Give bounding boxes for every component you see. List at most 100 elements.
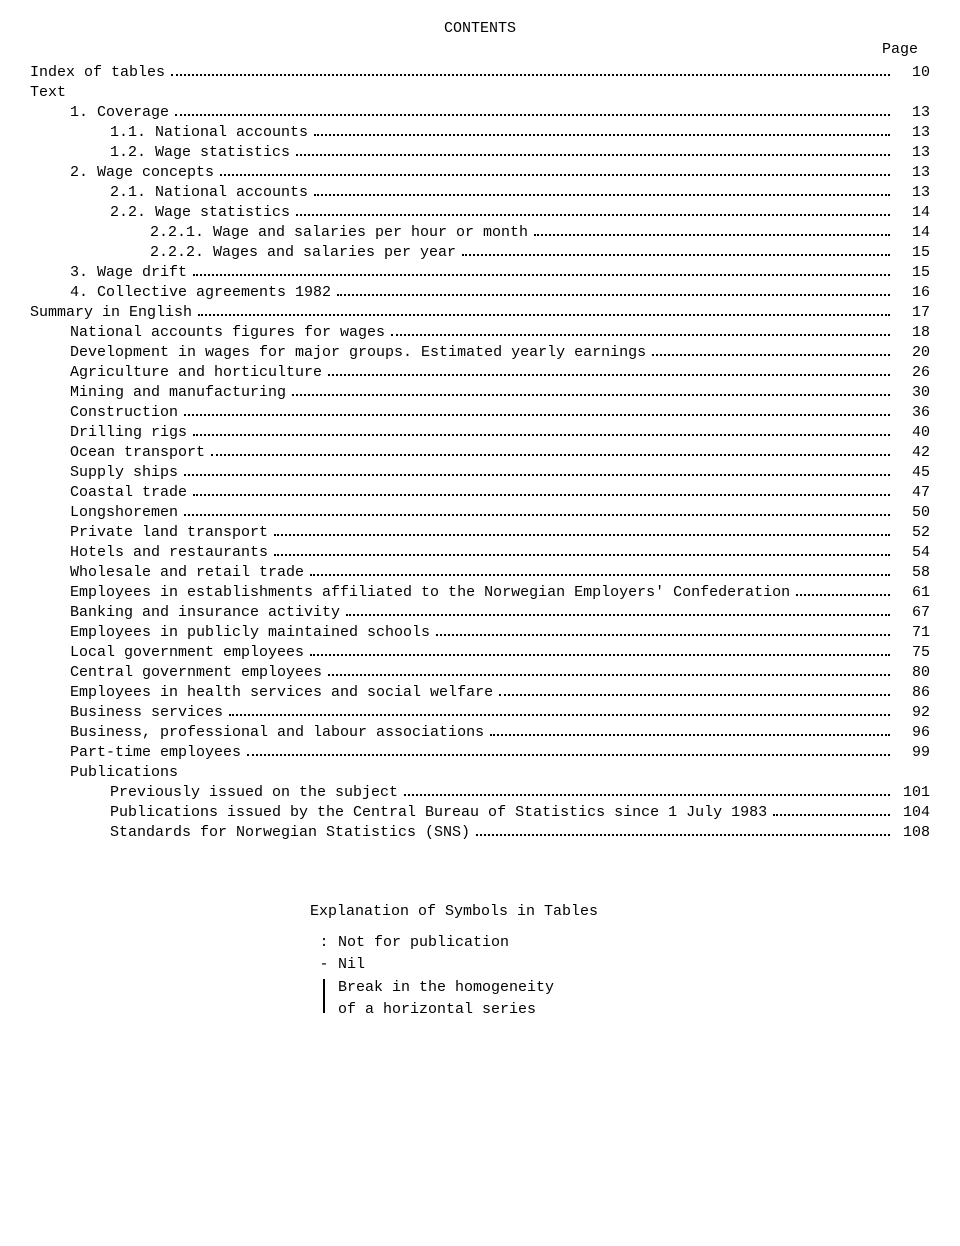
toc-entry: 2. Wage concepts13 bbox=[30, 164, 930, 181]
toc-leader-dots bbox=[198, 314, 890, 316]
toc-entry: Part-time employees99 bbox=[30, 744, 930, 761]
toc-leader-dots bbox=[296, 154, 890, 156]
toc-leader-dots bbox=[328, 674, 890, 676]
toc-leader-dots bbox=[193, 494, 890, 496]
toc-entry: Employees in publicly maintained schools… bbox=[30, 624, 930, 641]
toc-leader-dots bbox=[220, 174, 890, 176]
toc-entry: Ocean transport42 bbox=[30, 444, 930, 461]
toc-label: Index of tables bbox=[30, 64, 165, 81]
toc-label: Employees in publicly maintained schools bbox=[70, 624, 430, 641]
toc-leader-dots bbox=[184, 514, 890, 516]
toc-label: Part-time employees bbox=[70, 744, 241, 761]
toc-entry: Business services92 bbox=[30, 704, 930, 721]
table-of-contents: Index of tables10Text1. Coverage131.1. N… bbox=[30, 64, 930, 841]
symbol-mark: : bbox=[310, 932, 338, 955]
toc-label: Supply ships bbox=[70, 464, 178, 481]
toc-entry: National accounts figures for wages18 bbox=[30, 324, 930, 341]
symbol-row: -Nil bbox=[310, 954, 930, 977]
toc-leader-dots bbox=[274, 554, 890, 556]
toc-page-number: 15 bbox=[896, 264, 930, 281]
toc-leader-dots bbox=[314, 134, 890, 136]
toc-label: Ocean transport bbox=[70, 444, 205, 461]
toc-label: Summary in English bbox=[30, 304, 192, 321]
toc-leader-dots bbox=[184, 474, 890, 476]
toc-label: Longshoremen bbox=[70, 504, 178, 521]
toc-leader-dots bbox=[247, 754, 890, 756]
toc-page-number: 61 bbox=[896, 584, 930, 601]
toc-page-number: 15 bbox=[896, 244, 930, 261]
toc-label: 1.1. National accounts bbox=[110, 124, 308, 141]
toc-label: Central government employees bbox=[70, 664, 322, 681]
toc-label: 2.2.2. Wages and salaries per year bbox=[150, 244, 456, 261]
toc-entry: Employees in health services and social … bbox=[30, 684, 930, 701]
toc-label: Wholesale and retail trade bbox=[70, 564, 304, 581]
toc-entry: 4. Collective agreements 198216 bbox=[30, 284, 930, 301]
toc-label: Development in wages for major groups. E… bbox=[70, 344, 646, 361]
toc-page-number: 47 bbox=[896, 484, 930, 501]
toc-entry: Longshoremen50 bbox=[30, 504, 930, 521]
toc-label: Coastal trade bbox=[70, 484, 187, 501]
toc-label: Local government employees bbox=[70, 644, 304, 661]
toc-label: 2. Wage concepts bbox=[70, 164, 214, 181]
symbol-mark: - bbox=[310, 954, 338, 977]
toc-entry: Previously issued on the subject101 bbox=[30, 784, 930, 801]
toc-entry: 1.1. National accounts 13 bbox=[30, 124, 930, 141]
toc-entry: 1. Coverage 13 bbox=[30, 104, 930, 121]
symbols-explanation: Explanation of Symbols in Tables :Not fo… bbox=[310, 901, 930, 1022]
toc-leader-dots bbox=[337, 294, 890, 296]
toc-entry: 1.2. Wage statistics 13 bbox=[30, 144, 930, 161]
toc-entry: Local government employees75 bbox=[30, 644, 930, 661]
toc-entry: Employees in establishments affiliated t… bbox=[30, 584, 930, 601]
toc-label: 1.2. Wage statistics bbox=[110, 144, 290, 161]
symbol-text: Nil bbox=[338, 954, 930, 977]
toc-label: Standards for Norwegian Statistics (SNS) bbox=[110, 824, 470, 841]
toc-label: 3. Wage drift bbox=[70, 264, 187, 281]
toc-label: Construction bbox=[70, 404, 178, 421]
toc-page-number: 80 bbox=[896, 664, 930, 681]
toc-page-number: 13 bbox=[896, 104, 930, 121]
toc-leader-dots bbox=[796, 594, 890, 596]
toc-leader-dots bbox=[773, 814, 890, 816]
toc-label: Text bbox=[30, 84, 66, 101]
toc-page-number: 108 bbox=[896, 824, 930, 841]
toc-entry: Hotels and restaurants54 bbox=[30, 544, 930, 561]
toc-entry: 3. Wage drift 15 bbox=[30, 264, 930, 281]
toc-label: Employees in establishments affiliated t… bbox=[70, 584, 790, 601]
toc-leader-dots bbox=[404, 794, 890, 796]
toc-leader-dots bbox=[211, 454, 890, 456]
toc-page-number: 96 bbox=[896, 724, 930, 741]
toc-label: Private land transport bbox=[70, 524, 268, 541]
toc-leader-dots bbox=[292, 394, 890, 396]
toc-page-number: 40 bbox=[896, 424, 930, 441]
toc-page-number: 14 bbox=[896, 224, 930, 241]
toc-label: 1. Coverage bbox=[70, 104, 169, 121]
toc-label: Agriculture and horticulture bbox=[70, 364, 322, 381]
toc-leader-dots bbox=[499, 694, 890, 696]
toc-entry: Construction36 bbox=[30, 404, 930, 421]
toc-entry: Agriculture and horticulture 26 bbox=[30, 364, 930, 381]
toc-leader-dots bbox=[193, 274, 890, 276]
toc-label: 2.2.1. Wage and salaries per hour or mon… bbox=[150, 224, 528, 241]
toc-page-number: 13 bbox=[896, 144, 930, 161]
page-column-header: Page bbox=[30, 41, 930, 58]
toc-leader-dots bbox=[314, 194, 890, 196]
toc-leader-dots bbox=[310, 574, 890, 576]
symbol-text: Not for publication bbox=[338, 932, 930, 955]
toc-leader-dots bbox=[274, 534, 890, 536]
toc-entry: Summary in English17 bbox=[30, 304, 930, 321]
symbol-row: Break in the homogeneity of a horizontal… bbox=[310, 977, 930, 1022]
toc-entry: 2.2. Wage statistics14 bbox=[30, 204, 930, 221]
toc-entry: Central government employees 80 bbox=[30, 664, 930, 681]
toc-page-number: 20 bbox=[896, 344, 930, 361]
toc-label: Hotels and restaurants bbox=[70, 544, 268, 561]
toc-label: 2.1. National accounts bbox=[110, 184, 308, 201]
toc-page-number: 26 bbox=[896, 364, 930, 381]
toc-page-number: 14 bbox=[896, 204, 930, 221]
toc-leader-dots bbox=[229, 714, 890, 716]
toc-page-number: 45 bbox=[896, 464, 930, 481]
toc-leader-dots bbox=[476, 834, 890, 836]
toc-label: Publications issued by the Central Burea… bbox=[110, 804, 767, 821]
toc-entry: 2.1. National accounts13 bbox=[30, 184, 930, 201]
toc-label: Drilling rigs bbox=[70, 424, 187, 441]
toc-page-number: 13 bbox=[896, 124, 930, 141]
